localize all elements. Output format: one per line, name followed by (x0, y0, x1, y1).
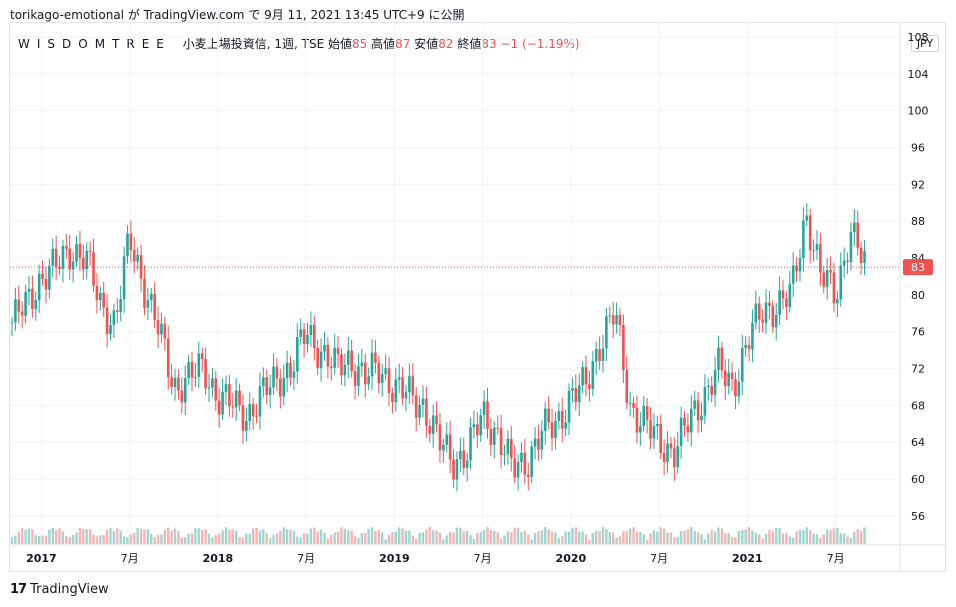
brand-label: WISDOMTREE (18, 37, 171, 51)
change-value: −1 (−1.19%) (500, 37, 580, 51)
footer: 17 TradingView (10, 582, 109, 597)
chart-frame (9, 22, 946, 572)
low-value: 82 (438, 37, 454, 51)
open-value: 85 (352, 37, 368, 51)
open-label: 始値 (328, 37, 353, 51)
close-value: 83 (481, 37, 497, 51)
high-value: 87 (395, 37, 411, 51)
low-label: 安値 (414, 37, 439, 51)
symbol-name: 小麦上場投資信, 1週, TSE (182, 37, 325, 51)
currency-button[interactable]: JPY (911, 35, 939, 52)
publish-caption: torikago-emotional が TradingView.com で 9… (10, 8, 465, 22)
tradingview-logo-icon: 17 (10, 582, 27, 597)
close-label: 終値 (457, 37, 482, 51)
symbol-legend: WISDOMTREE 小麦上場投資信, 1週, TSE 始値85 高値87 安値… (18, 35, 580, 52)
footer-brand[interactable]: TradingView (30, 582, 109, 597)
high-label: 高値 (371, 37, 396, 51)
